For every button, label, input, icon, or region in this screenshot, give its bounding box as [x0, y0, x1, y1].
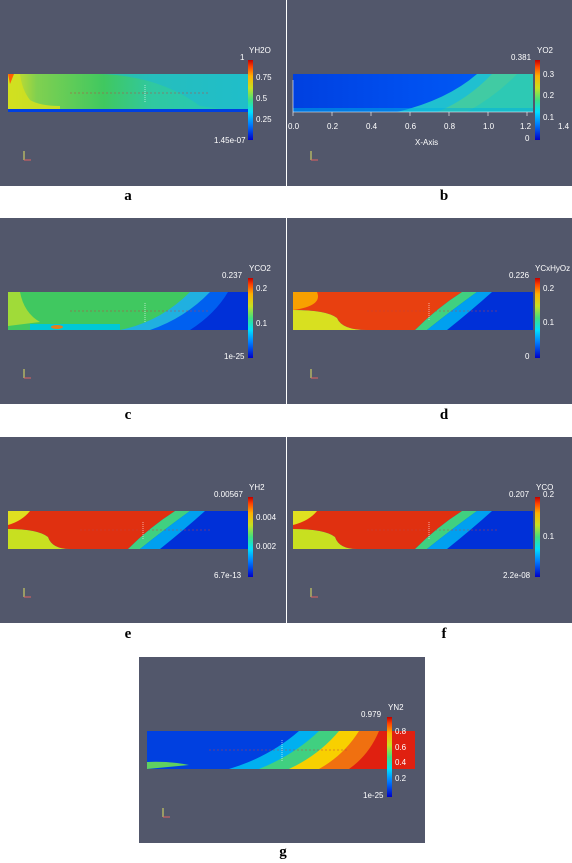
- colorbar-tick: 0.2: [543, 284, 555, 293]
- colorbar-tick: 0.2: [256, 284, 268, 293]
- colorbar-title: YN2: [388, 703, 404, 712]
- colorbar-max: 0.00567: [214, 490, 243, 499]
- colorbar-min: 1e-25: [363, 791, 384, 800]
- axes-triad-icon: [23, 369, 31, 379]
- panel-f-contour-plot: [293, 497, 540, 598]
- colorbar-tick: 0.4: [395, 758, 407, 767]
- colorbar: [248, 278, 253, 358]
- colorbar-tick: 0.004: [256, 513, 277, 522]
- colorbar-min: 2.2e-08: [503, 571, 531, 580]
- panel-a-contour-plot: [8, 60, 253, 161]
- panel-g: YN2 0.979 0.8 0.6 0.4 0.2 1e-25: [139, 657, 425, 843]
- colorbar-title: YCO: [536, 483, 554, 492]
- colorbar-max: 0.979: [361, 710, 382, 719]
- colorbar-title: YH2O: [249, 46, 271, 55]
- colorbar-tick: 0.2: [543, 490, 555, 499]
- panel-label-e: e: [124, 626, 132, 642]
- panel-e: YH2 0.00567 0.004 0.002 6.7e-13: [0, 437, 286, 623]
- panel-f: YCO 0.207 0.2 0.1 2.2e-08: [287, 437, 572, 623]
- axes-triad-icon: [310, 369, 318, 379]
- colorbar-tick: 0.1: [256, 319, 268, 328]
- colorbar: [535, 60, 540, 140]
- colorbar-min: 1.45e-07: [214, 136, 246, 145]
- panel-b-contour-plot: [292, 60, 540, 161]
- colorbar-min: 1e-25: [224, 352, 245, 361]
- panel-c: YCO2 0.237 0.2 0.1 1e-25: [0, 218, 286, 404]
- colorbar-tick: 0.3: [543, 70, 555, 79]
- colorbar-tick: 0.002: [256, 542, 277, 551]
- colorbar-tick: 0.25: [256, 115, 272, 124]
- colorbar: [535, 497, 540, 577]
- x-axis-label: X-Axis: [415, 138, 439, 147]
- colorbar-title: YCxHyOz: [535, 264, 571, 273]
- x-tick-label: 1.4: [558, 122, 570, 131]
- colorbar-title: YCO2: [249, 264, 271, 273]
- x-tick-label: 1.0: [483, 122, 495, 131]
- colorbar: [535, 278, 540, 358]
- panel-d-contour-plot: [293, 278, 540, 379]
- panel-label-g: g: [279, 844, 287, 860]
- colorbar-title: YO2: [537, 46, 554, 55]
- colorbar-tick: 0.5: [256, 94, 268, 103]
- colorbar-max: 0.226: [509, 271, 530, 280]
- colorbar-max: 0.381: [511, 53, 532, 62]
- colorbar-max: 0.207: [509, 490, 530, 499]
- colorbar-min: 0: [525, 352, 530, 361]
- colorbar: [387, 717, 392, 797]
- colorbar-tick: 0.1: [543, 318, 555, 327]
- x-tick-label: 0.2: [327, 122, 339, 131]
- axes-triad-icon: [23, 588, 31, 598]
- x-tick-label: 0.6: [405, 122, 417, 131]
- colorbar-tick: 0.1: [543, 532, 555, 541]
- colorbar-tick: 0.8: [395, 727, 407, 736]
- panel-label-b: b: [439, 188, 449, 204]
- axes-triad-icon: [310, 588, 318, 598]
- colorbar-max: 1: [240, 53, 245, 62]
- x-tick-label: 0.4: [366, 122, 378, 131]
- colorbar: [248, 60, 253, 140]
- axes-triad-icon: [162, 808, 170, 818]
- colorbar-title: YH2: [249, 483, 265, 492]
- colorbar-tick: 0.6: [395, 743, 407, 752]
- x-tick-label: 0.8: [444, 122, 456, 131]
- panel-label-c: c: [124, 407, 132, 423]
- panel-label-a: a: [124, 188, 132, 204]
- colorbar-max: 0.237: [222, 271, 243, 280]
- panel-b: YO2 0.381 0.3 0.2 0.1 0 0.0 0.2 0.4 0.6 …: [287, 0, 572, 186]
- axes-triad-icon: [23, 151, 31, 161]
- x-tick-label: 0.0: [288, 122, 300, 131]
- panel-g-contour-plot: [147, 717, 415, 818]
- colorbar: [248, 497, 253, 577]
- panel-d: YCxHyOz 0.226 0.2 0.1 0: [287, 218, 572, 404]
- panel-c-contour-plot: [8, 278, 253, 379]
- panel-label-d: d: [439, 407, 449, 423]
- colorbar-min: 6.7e-13: [214, 571, 242, 580]
- colorbar-tick: 0.2: [395, 774, 407, 783]
- colorbar-min: 0: [525, 134, 530, 143]
- colorbar-tick: 0.1: [543, 113, 555, 122]
- colorbar-tick: 0.75: [256, 73, 272, 82]
- axes-triad-icon: [310, 151, 318, 161]
- panel-a: YH2O 1 0.75 0.5 0.25 1.45e-07: [0, 0, 286, 186]
- panel-label-f: f: [441, 626, 447, 642]
- panel-e-contour-plot: [8, 497, 253, 598]
- x-tick-label: 1.2: [520, 122, 532, 131]
- colorbar-tick: 0.2: [543, 91, 555, 100]
